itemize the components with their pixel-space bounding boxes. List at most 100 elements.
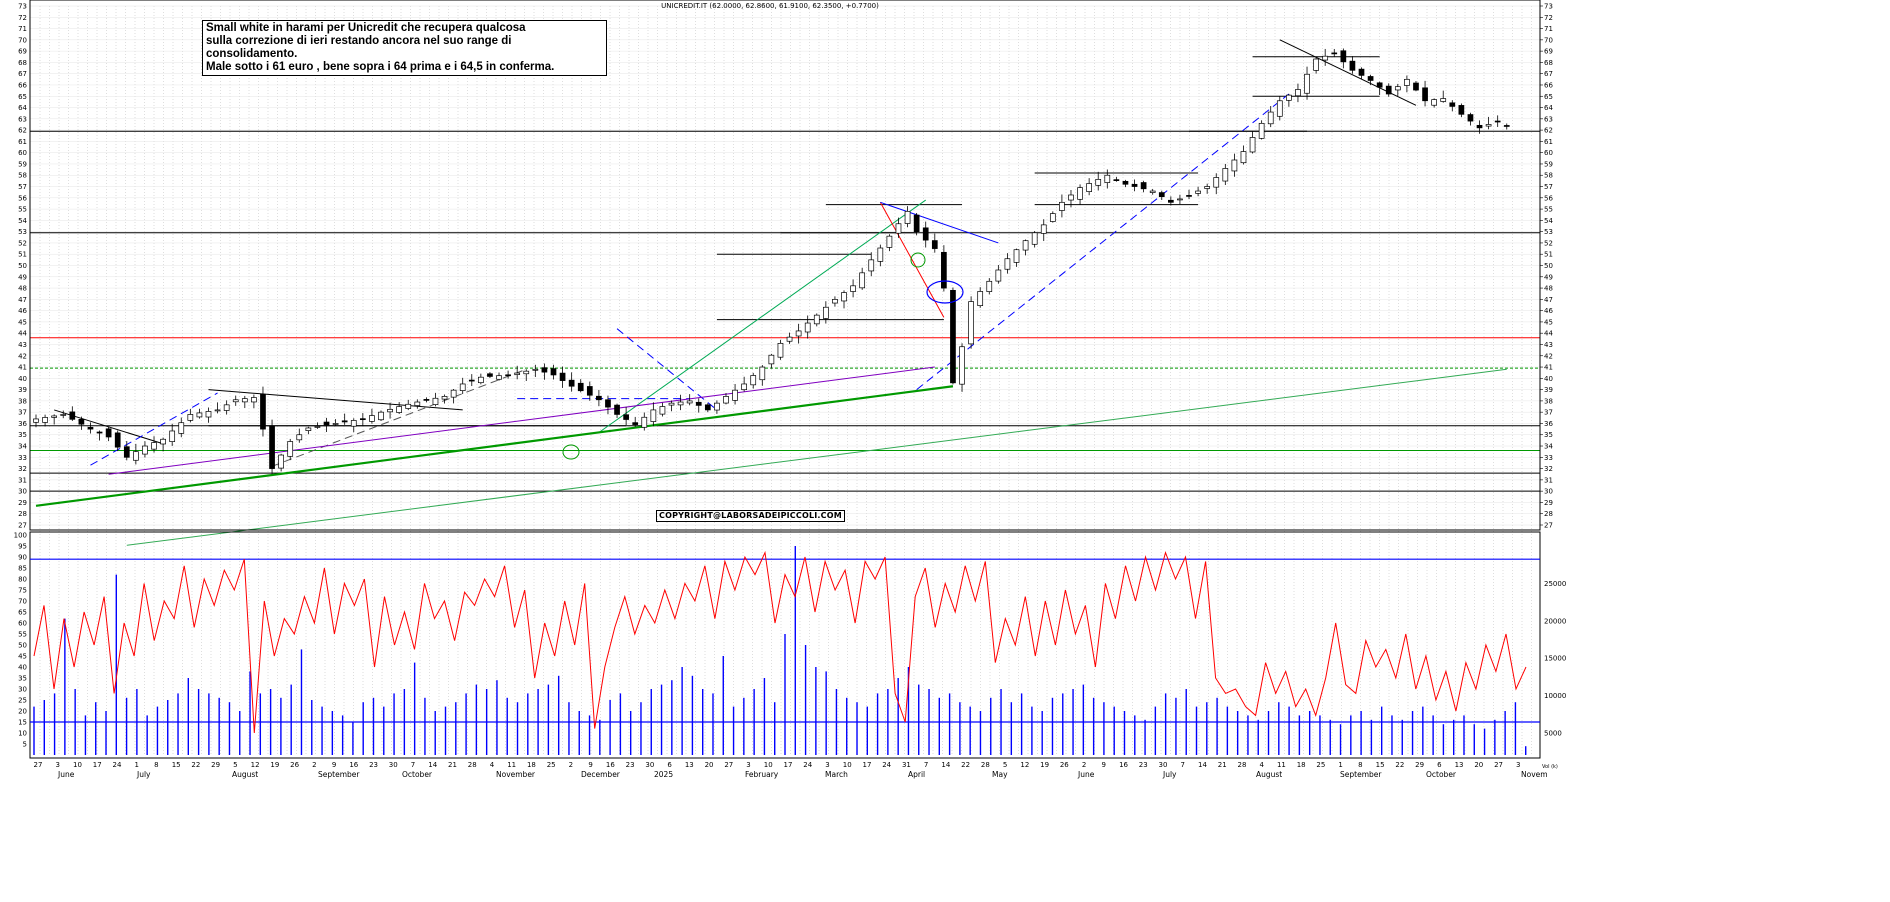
candle-body [1340, 50, 1347, 63]
y-tick-label-right: 27 [1544, 522, 1553, 530]
y-tick-label-left: 48 [18, 285, 27, 293]
y-tick-label-right: 47 [1544, 296, 1553, 304]
candle-body [1122, 180, 1129, 185]
ellipse-blue [926, 280, 964, 304]
candle-body [1349, 60, 1356, 71]
x-day-label: 4 [1259, 761, 1264, 769]
candle-body [60, 414, 67, 416]
candle-body [151, 442, 157, 450]
candle-body [886, 235, 893, 248]
candle-body [468, 379, 475, 382]
trendline [598, 199, 927, 433]
x-day-label: 27 [1494, 761, 1503, 769]
y-tick-label-right: 29 [1544, 499, 1553, 507]
trendline [90, 392, 218, 466]
trendlines [35, 39, 1507, 546]
y-tick-label-left: 33 [18, 454, 27, 462]
candle-body [1077, 187, 1083, 200]
candle-body [423, 399, 430, 401]
x-month-label: July [136, 770, 151, 779]
x-day-label: 18 [527, 761, 536, 769]
lower-tick-left: 5 [23, 741, 27, 749]
candle-body [123, 446, 130, 458]
candle-body [1131, 183, 1138, 187]
candle-body [387, 409, 393, 413]
candle-body [33, 418, 39, 423]
y-tick-label-left: 67 [18, 70, 27, 78]
lower-tick-left: 20 [18, 708, 27, 716]
x-day-label: 14 [941, 761, 950, 769]
y-tick-label-right: 54 [1544, 217, 1553, 225]
x-day-label: 10 [73, 761, 82, 769]
y-tick-label-left: 27 [18, 522, 27, 530]
candle-body [931, 240, 938, 249]
candle-body [922, 227, 929, 241]
candle-body [269, 425, 275, 469]
candle-body [514, 372, 521, 375]
x-month-label: September [1340, 770, 1382, 779]
y-tick-label-left: 44 [18, 330, 27, 338]
candle-body [341, 420, 348, 423]
x-month-label: November [496, 770, 536, 779]
candle-body [768, 354, 775, 365]
y-tick-label-right: 69 [1544, 48, 1553, 56]
x-day-label: 27 [34, 761, 43, 769]
upper-panel-frame [29, 0, 1541, 531]
candle-body [804, 322, 811, 333]
highlight-ellipses [562, 252, 964, 460]
y-tick-label-right: 51 [1544, 251, 1553, 259]
x-day-label: 1 [1338, 761, 1342, 769]
x-day-label: 26 [290, 761, 299, 769]
candle-body [1140, 182, 1147, 190]
candle-body [950, 289, 956, 384]
x-day-label: 11 [507, 761, 516, 769]
candle-body [1249, 137, 1256, 153]
x-day-label: 6 [667, 761, 672, 769]
x-day-label: 31 [902, 761, 911, 769]
lower-panel-frame [29, 531, 1541, 759]
y-tick-label-right: 57 [1544, 183, 1553, 191]
candle-body [568, 379, 575, 387]
x-day-label: 3 [825, 761, 829, 769]
candle-body [686, 400, 693, 404]
x-day-label: 20 [1474, 761, 1483, 769]
candle-body [1449, 102, 1456, 107]
candle-body [1213, 177, 1220, 188]
x-day-label: 16 [349, 761, 358, 769]
y-tick-label-right: 31 [1544, 476, 1553, 484]
candle-body [677, 401, 684, 406]
x-day-label: 3 [1516, 761, 1520, 769]
candle-body [577, 382, 584, 392]
y-tick-label-right: 61 [1544, 138, 1553, 146]
candle-body [1358, 68, 1365, 76]
candle-body [160, 438, 166, 445]
x-day-label: 1 [134, 761, 138, 769]
candle-body [142, 445, 148, 455]
candle-body [1503, 125, 1510, 127]
lower-tick-right: 15000 [1544, 655, 1566, 663]
candle-body [1049, 213, 1056, 222]
candle-body [1022, 240, 1029, 251]
annotation-line-3: Male sotto i 61 euro , bene sopra i 64 p… [206, 61, 555, 73]
x-day-label: 16 [1119, 761, 1128, 769]
candle-body [1031, 232, 1038, 245]
trendline [879, 202, 945, 318]
y-tick-label-right: 64 [1544, 104, 1553, 112]
lower-tick-left: 70 [18, 598, 27, 606]
y-tick-label-left: 64 [18, 104, 27, 112]
y-tick-label-left: 71 [18, 25, 27, 33]
x-day-label: 28 [468, 761, 477, 769]
x-day-label: 9 [1102, 761, 1106, 769]
x-day-label: 28 [1237, 761, 1246, 769]
y-tick-label-left: 50 [18, 262, 27, 270]
x-day-label: 3 [56, 761, 60, 769]
candle-body [241, 398, 248, 403]
x-day-label: 12 [1020, 761, 1029, 769]
support-resistance-levels [30, 56, 1540, 492]
x-day-label: 29 [1415, 761, 1424, 769]
x-day-label: 20 [705, 761, 714, 769]
candle-body [1068, 194, 1074, 201]
candle-body [1467, 114, 1474, 122]
y-tick-label-left: 43 [18, 341, 27, 349]
y-tick-label-left: 31 [18, 476, 27, 484]
